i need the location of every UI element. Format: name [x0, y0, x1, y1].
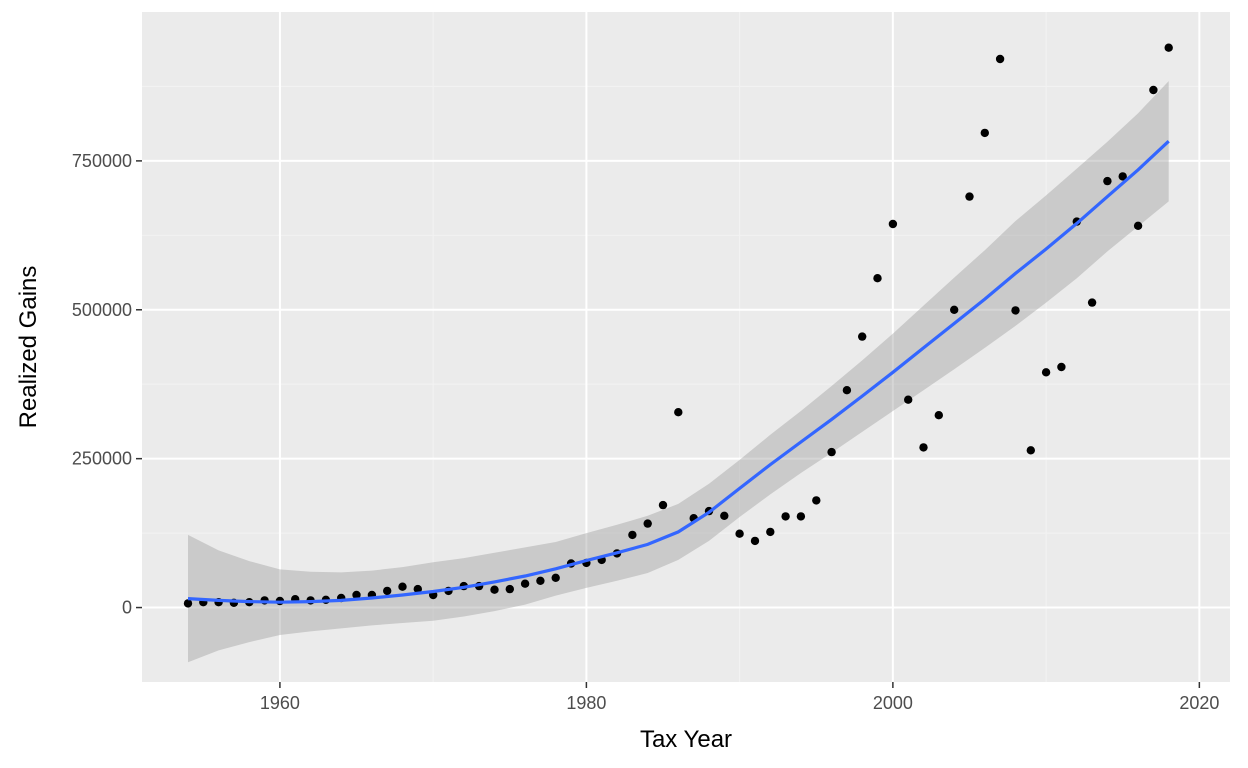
data-point	[934, 411, 943, 420]
data-point	[827, 447, 836, 457]
data-point	[490, 585, 499, 594]
smooth-line	[187, 140, 1170, 604]
major-gridlines	[142, 12, 1230, 682]
data-point	[858, 332, 867, 341]
data-point	[1041, 368, 1051, 377]
y-tick-label: 250000	[72, 449, 132, 469]
data-point	[1103, 176, 1112, 186]
data-point	[183, 599, 193, 608]
data-point	[398, 582, 407, 591]
data-point	[352, 590, 361, 600]
x-tick-label: 2020	[1179, 693, 1219, 713]
data-point	[383, 586, 392, 596]
x-tick-label: 1980	[566, 693, 606, 713]
data-point	[536, 576, 545, 585]
data-point	[674, 408, 683, 417]
data-point	[995, 54, 1005, 64]
data-point	[551, 573, 560, 582]
data-point	[904, 395, 913, 404]
data-point	[1057, 362, 1066, 372]
y-tick-label: 500000	[72, 300, 132, 320]
y-tick-label: 750000	[72, 151, 132, 171]
data-point	[842, 386, 852, 395]
data-point	[520, 579, 530, 588]
data-point	[735, 529, 744, 538]
y-tick-label: 0	[122, 598, 132, 618]
data-point	[1026, 446, 1036, 455]
data-point	[1164, 43, 1173, 52]
data-point	[1133, 221, 1143, 230]
data-point	[919, 443, 928, 452]
confidence-band	[188, 81, 1169, 663]
data-point	[750, 536, 760, 546]
data-point	[1087, 298, 1097, 307]
plot-background	[142, 12, 1230, 682]
y-axis-title: Realized Gains	[15, 266, 42, 429]
data-point	[1149, 85, 1158, 95]
data-point	[812, 496, 821, 505]
x-axis: 1960 1980 2000 2020	[260, 682, 1219, 713]
y-axis: 0 250000 500000 750000	[72, 151, 142, 618]
minor-gridlines	[142, 12, 1230, 682]
data-point	[720, 511, 729, 520]
data-point	[413, 584, 422, 594]
data-point	[873, 274, 882, 283]
data-point	[980, 128, 989, 138]
data-point	[505, 584, 514, 594]
x-axis-title: Tax Year	[640, 726, 732, 753]
data-point	[888, 219, 898, 229]
data-point	[766, 527, 775, 537]
x-tick-label: 2000	[873, 693, 913, 713]
data-point	[965, 192, 974, 201]
x-tick-label: 1960	[260, 693, 300, 713]
data-point	[643, 519, 652, 528]
data-point	[781, 512, 790, 521]
data-point	[658, 500, 668, 510]
data-point	[950, 305, 959, 314]
data-point	[796, 512, 806, 521]
data-point	[1011, 306, 1020, 315]
data-point	[628, 530, 637, 540]
data-point	[1118, 172, 1127, 181]
